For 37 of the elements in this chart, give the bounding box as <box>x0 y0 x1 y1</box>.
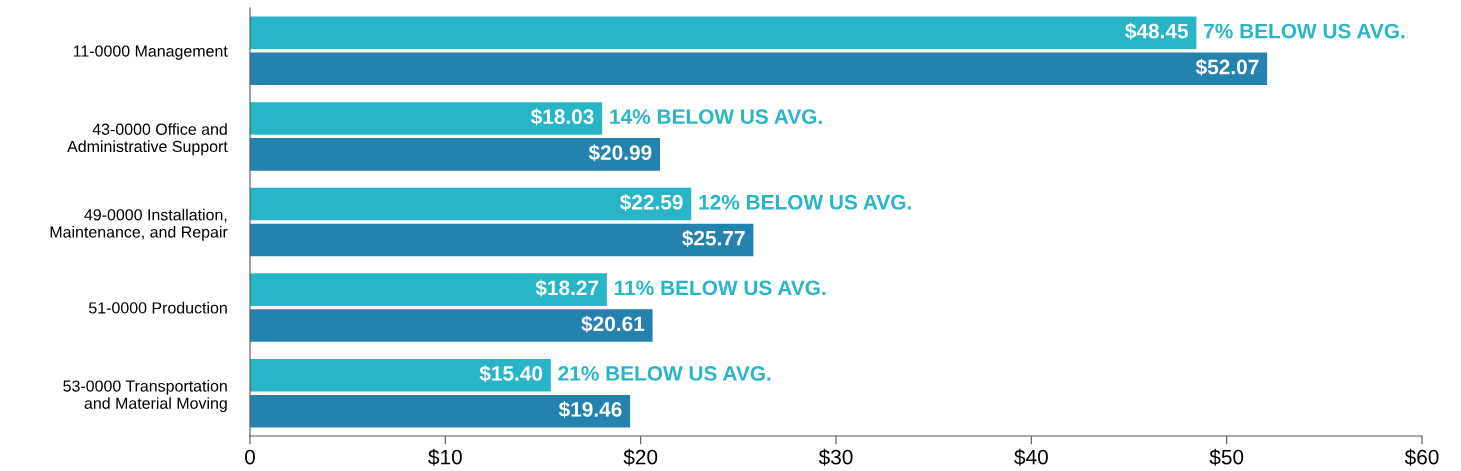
data-label: $25.77 <box>682 229 745 247</box>
data-label: $15.40 <box>479 365 543 383</box>
bar <box>250 52 1268 86</box>
annotation: 14% BELOW US AVG. <box>610 109 822 125</box>
bar <box>250 273 607 306</box>
x-tick-label: $10 <box>428 448 462 466</box>
bar <box>250 138 660 171</box>
x-tick-label: $40 <box>1014 448 1048 466</box>
data-label: $48.45 <box>1125 22 1188 40</box>
x-tick-label: $30 <box>818 448 853 466</box>
x-tick-label: $50 <box>1209 448 1244 466</box>
bar <box>250 187 692 221</box>
annotation: 21% BELOW US AVG. <box>558 366 771 381</box>
annotation: 12% BELOW US AVG. <box>699 194 911 210</box>
y-tick-label: 49-0000 Installation, Maintenance, and Repair <box>50 208 228 241</box>
data-label: $18.03 <box>530 108 594 126</box>
bar <box>250 358 551 392</box>
data-label: $19.46 <box>558 401 622 419</box>
data-label: $20.99 <box>588 144 652 162</box>
bar <box>250 16 1197 50</box>
annotation: 7% BELOW US AVG. <box>1204 23 1405 39</box>
data-label: $18.27 <box>535 279 599 297</box>
y-tick-label: 53-0000 Transportation and Material Moving <box>63 379 227 413</box>
data-label: $20.61 <box>581 315 645 333</box>
x-tick-label: 0 <box>245 449 255 465</box>
bar <box>250 309 653 342</box>
x-tick-label: $20 <box>623 448 658 466</box>
y-tick-label: 11-0000 Management <box>73 45 228 60</box>
annotation: 11% BELOW US AVG. <box>615 280 826 296</box>
y-tick-label: 43-0000 Office and Administrative Support <box>67 123 228 156</box>
bar <box>250 223 754 257</box>
y-tick-label: 51-0000 Production <box>89 301 227 314</box>
data-label: $22.59 <box>620 193 683 211</box>
data-label: $52.07 <box>1195 58 1259 76</box>
bar <box>250 102 603 135</box>
bar <box>250 394 631 428</box>
x-tick-label: $60 <box>1404 448 1439 466</box>
